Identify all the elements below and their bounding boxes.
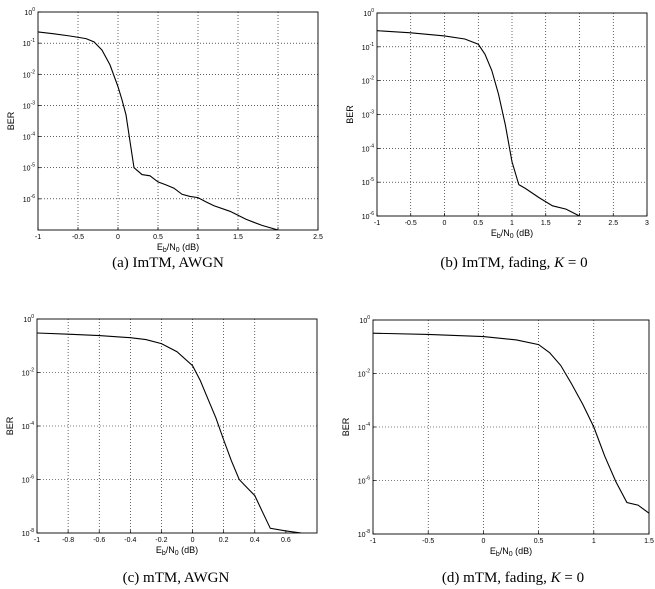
- x-axis-label: Eb/N0 (dB): [156, 545, 198, 557]
- y-tick-label: 10-8: [358, 529, 370, 539]
- plot-frame: [37, 11, 319, 231]
- y-tick-label: 10-6: [358, 476, 370, 486]
- chart-panel-3: -1 -0.8 -0.6 -0.4 -0.2 0 0.2 0.4 0.6 10-8 10-6 10-4…: [5, 314, 318, 586]
- x-tick-label: 2.5: [608, 220, 618, 227]
- x-tick-label: 0.5: [153, 234, 163, 241]
- x-tick-label: 1.5: [644, 538, 654, 545]
- x-tick-label: 0.5: [473, 220, 483, 227]
- x-tick-label: -0.5: [72, 234, 84, 241]
- y-tick-label: 10-2: [358, 369, 370, 379]
- y-tick-label: 10-4: [22, 421, 34, 431]
- x-tick-label: -1: [34, 537, 40, 544]
- x-tick-label: -0.4: [124, 537, 136, 544]
- y-axis-label: BER: [341, 417, 351, 436]
- y-tick-label: 10-3: [23, 100, 35, 110]
- x-tick-label: 0: [481, 538, 485, 545]
- x-tick-label: -0.6: [93, 537, 105, 544]
- x-tick-label: 1.5: [233, 234, 243, 241]
- x-tick-label: 1: [592, 538, 596, 545]
- y-tick-label: 10-2: [22, 368, 34, 378]
- x-tick-label: 0.6: [281, 537, 291, 544]
- y-tick-label: 10-6: [362, 211, 374, 221]
- plot-frame: [372, 319, 650, 535]
- ber-curve: [37, 332, 302, 533]
- x-tick-label: 1: [510, 220, 514, 227]
- x-tick-label: 0.2: [219, 537, 229, 544]
- panel-caption: (b) ImTM, fading, K = 0: [440, 255, 587, 271]
- x-tick-label: -0.5: [422, 538, 434, 545]
- panel-caption: (a) ImTM, AWGN: [112, 255, 224, 271]
- y-tick-label: 10-8: [22, 528, 34, 538]
- x-tick-label: -0.2: [155, 537, 167, 544]
- x-tick-label: 2: [578, 220, 582, 227]
- y-tick-label: 100: [24, 7, 35, 17]
- x-tick-label: 0.5: [534, 538, 544, 545]
- chart-panel-1: -1 -0.5 0 0.5 1 1.5 2 2.5 10-6 10-5 10-4 10-3 10-2 10…: [6, 7, 323, 271]
- x-tick-label: 0.4: [250, 537, 260, 544]
- chart-panel-2: -1 -0.5 0 0.5 1 1.5 2 2.5 3 10-6 10-5 10-4 10-3 10-2 1…: [345, 8, 649, 271]
- y-tick-label: 10-6: [23, 194, 35, 204]
- y-tick-label: 10-1: [23, 38, 35, 48]
- x-tick-label: 2: [276, 234, 280, 241]
- x-tick-label: -1: [374, 220, 380, 227]
- y-tick-label: 10-6: [22, 475, 34, 485]
- plot-frame: [36, 318, 318, 534]
- ber-curve: [373, 332, 649, 514]
- y-axis-label: BER: [6, 111, 16, 130]
- plot-frame: [376, 12, 648, 217]
- x-tick-label: 1: [196, 234, 200, 241]
- y-axis-label: BER: [5, 416, 15, 435]
- y-tick-label: 100: [363, 8, 374, 18]
- x-axis-label: Eb/N0 (dB): [490, 546, 532, 558]
- x-axis-label: Eb/N0 (dB): [491, 228, 533, 240]
- x-tick-label: 0: [191, 537, 195, 544]
- y-tick-label: 10-5: [23, 163, 35, 173]
- y-tick-label: 10-1: [362, 42, 374, 52]
- y-tick-label: 10-2: [362, 76, 374, 86]
- y-tick-label: 10-4: [362, 143, 374, 153]
- x-tick-label: -1: [35, 234, 41, 241]
- x-tick-label: 0: [116, 234, 120, 241]
- x-tick-label: -0.5: [405, 220, 417, 227]
- panel-caption: (c) mTM, AWGN: [123, 570, 230, 586]
- y-axis-label: BER: [345, 105, 355, 124]
- ber-curve: [377, 30, 581, 216]
- chart-panel-4: -1 -0.5 0 0.5 1 1.5 10-8 10-6 10-4 10-2 100 BER Eb/N…: [341, 315, 654, 586]
- x-tick-label: 2.5: [313, 234, 323, 241]
- x-tick-label: 3: [645, 220, 649, 227]
- y-tick-label: 100: [359, 315, 370, 325]
- y-tick-label: 10-4: [358, 422, 370, 432]
- y-tick-label: 10-3: [362, 110, 374, 120]
- x-tick-label: -0.8: [62, 537, 74, 544]
- x-tick-label: -1: [370, 538, 376, 545]
- y-tick-label: 100: [23, 314, 34, 324]
- x-axis-label: Eb/N0 (dB): [157, 242, 199, 254]
- x-tick-label: 1.5: [541, 220, 551, 227]
- panel-caption: (d) mTM, fading, K = 0: [442, 570, 584, 586]
- y-tick-label: 10-4: [23, 132, 35, 142]
- x-tick-label: 0: [443, 220, 447, 227]
- y-tick-label: 10-5: [362, 177, 374, 187]
- y-tick-label: 10-2: [23, 69, 35, 79]
- ber-curve: [38, 31, 280, 230]
